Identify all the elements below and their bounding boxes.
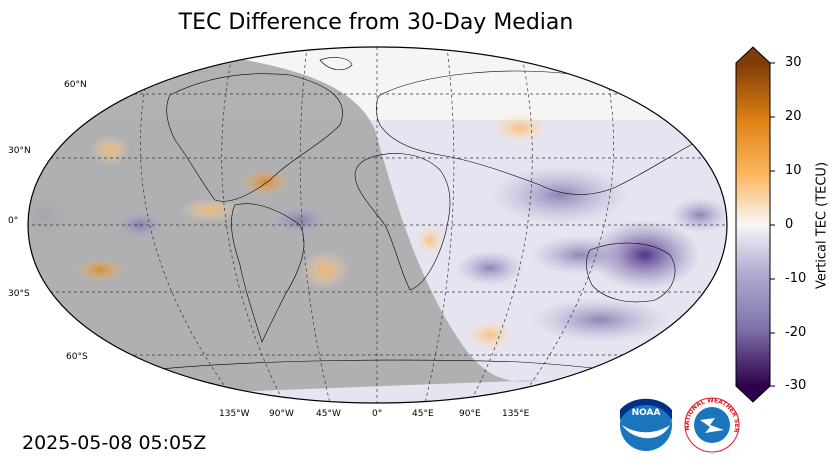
anomaly-blob [465, 320, 515, 350]
colorbar-tick-label: 0 [785, 217, 794, 232]
lon-label-45e: 45°E [412, 409, 434, 419]
colorbar-tick-label: -30 [785, 378, 807, 393]
timestamp: 2025-05-08 05:05Z [22, 432, 207, 454]
colorbar-min-extend [736, 386, 770, 402]
lat-label-30s: 30°S [8, 289, 30, 299]
australia-outline [586, 242, 676, 303]
lon-label-135w: 135°W [219, 409, 250, 419]
anomaly-blob [490, 113, 550, 143]
anomaly-blob [75, 258, 125, 282]
colorbar [735, 46, 775, 403]
lat-label-60n: 60°N [64, 80, 87, 90]
meridian-135w [140, 47, 238, 403]
globe-border [27, 46, 728, 404]
colorbar-tick-label: -10 [785, 271, 807, 286]
colorbar-axis-label: Vertical TEC (TECU) [814, 161, 830, 290]
anomaly-blob [530, 298, 670, 342]
lon-label-90w: 90°W [269, 409, 294, 419]
north-america-outline [166, 73, 343, 202]
lon-label-135e: 135°E [502, 409, 530, 419]
noaa-logo-text: NOAA [632, 408, 661, 418]
anomaly-blob [90, 135, 130, 165]
anomaly-blob [590, 220, 700, 290]
meridian-90e [469, 47, 533, 403]
colorbar-tick-label: 30 [785, 55, 802, 70]
africa-outline [354, 153, 451, 291]
lon-label-0: 0° [372, 409, 383, 419]
anomaly-blob [415, 225, 445, 255]
anomaly-blob [270, 205, 330, 235]
lat-label-equator: 0° [8, 216, 19, 226]
anomaly-blob [180, 198, 240, 222]
noaa-logo: NOAA [620, 398, 672, 451]
anomaly-blob [240, 168, 290, 196]
eurasia-outline [375, 70, 701, 195]
colorbar-tick-label: -20 [785, 325, 807, 340]
colorbar-max-extend [736, 47, 770, 63]
south-america-outline [231, 203, 305, 343]
colorbar-tick-label: 20 [785, 109, 802, 124]
lon-label-45w: 45°W [316, 409, 341, 419]
colorbar-tick-label: 10 [785, 163, 802, 178]
greenland-outline [319, 57, 353, 70]
lat-label-30n: 30°N [8, 146, 31, 156]
anomaly-blob [670, 197, 727, 233]
lon-label-90e: 90°E [459, 409, 481, 419]
globe [28, 47, 727, 403]
meridian-135e [516, 47, 614, 403]
map-title: TEC Difference from 30-Day Median [178, 10, 574, 35]
graticule [28, 47, 727, 403]
anomaly-blob [455, 250, 525, 286]
anomaly-blob [490, 165, 630, 225]
lat-label-60s: 60°S [66, 352, 88, 362]
anomaly-blob [300, 250, 350, 290]
meridian-90w [221, 47, 285, 403]
colorbar-scale [736, 63, 770, 386]
anomaly-blob [530, 235, 630, 275]
